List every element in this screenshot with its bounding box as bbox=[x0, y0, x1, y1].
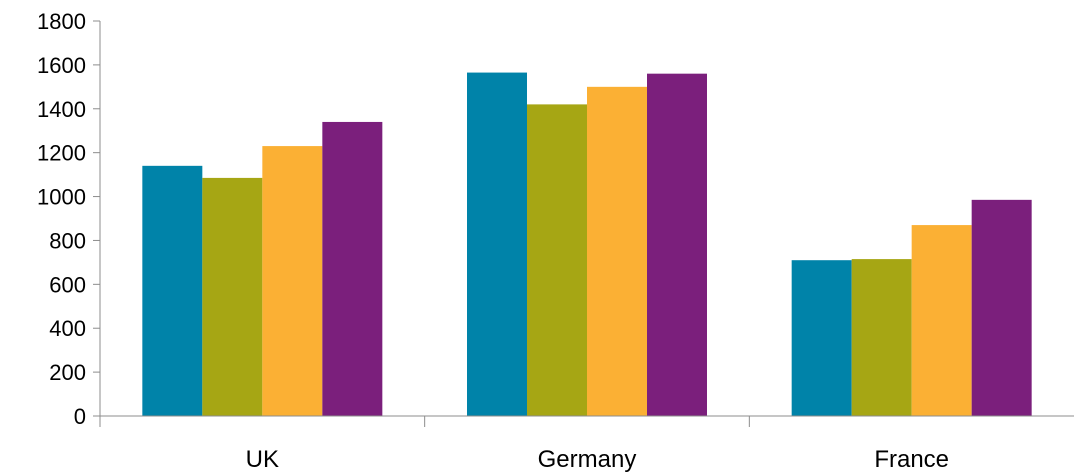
y-tick-label: 1000 bbox=[37, 185, 86, 210]
x-axis: UK Germany France bbox=[99, 416, 949, 473]
bar-france-series-2 bbox=[851, 259, 912, 416]
x-tick-label-france: France bbox=[874, 446, 949, 473]
bar-germany-series-2 bbox=[527, 104, 587, 416]
bar-germany-series-1 bbox=[467, 72, 527, 416]
y-tick-label: 1600 bbox=[37, 53, 86, 78]
bar-uk-series-1 bbox=[142, 165, 203, 416]
bar-uk-series-4 bbox=[322, 121, 383, 416]
bar-uk-series-2 bbox=[202, 177, 263, 416]
bar-uk-series-3 bbox=[262, 146, 323, 417]
x-tick-label-uk: UK bbox=[246, 446, 279, 473]
y-tick-label: 600 bbox=[49, 272, 86, 297]
bar-germany-series-4 bbox=[647, 73, 707, 417]
bar-germany-series-3 bbox=[587, 86, 647, 416]
y-tick-label: 1800 bbox=[37, 9, 86, 34]
y-tick-label: 400 bbox=[49, 316, 86, 341]
bars bbox=[142, 72, 1032, 417]
bar-france-series-1 bbox=[791, 260, 852, 416]
x-tick-label-germany: Germany bbox=[538, 446, 637, 473]
y-tick-label: 800 bbox=[49, 228, 86, 253]
y-tick-label: 1400 bbox=[37, 97, 86, 122]
bar-france-series-3 bbox=[911, 225, 972, 416]
y-tick-label: 1200 bbox=[37, 141, 86, 166]
y-tick-label: 200 bbox=[49, 360, 86, 385]
bar-france-series-4 bbox=[971, 199, 1032, 416]
y-tick-label: 0 bbox=[74, 404, 86, 429]
y-axis-ticks: 0 200 400 600 800 1000 1200 1400 1600 1800 bbox=[37, 9, 100, 429]
